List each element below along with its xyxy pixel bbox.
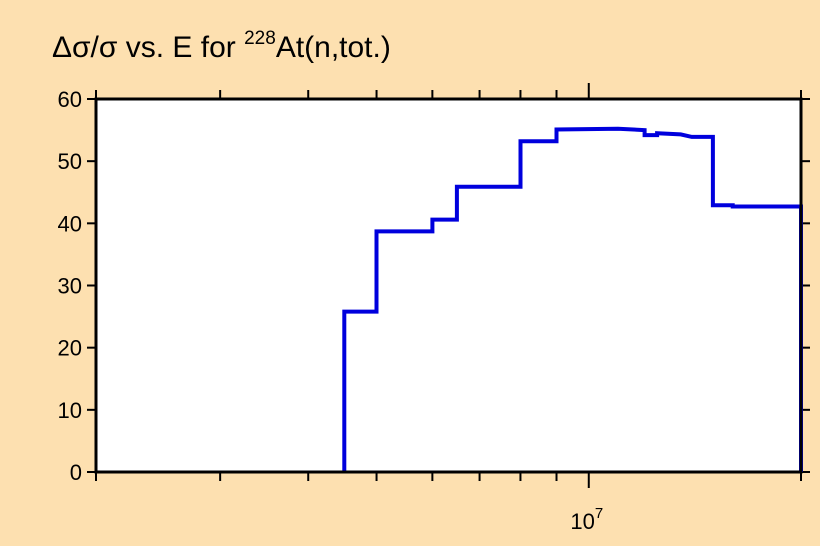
chart-title-superscript: 228 [244, 28, 276, 49]
y-tick-label: 0 [70, 460, 82, 485]
y-tick-label: 50 [58, 149, 82, 174]
y-tick-label: 20 [58, 336, 82, 361]
chart-title-prefix: Δσ/σ vs. E for [52, 31, 244, 64]
y-tick-label: 60 [58, 87, 82, 112]
series-line [342, 126, 803, 472]
x-tick-label: 107 [570, 505, 603, 534]
y-tick-label: 40 [58, 211, 82, 236]
chart-title-suffix: At(n,tot.) [276, 31, 391, 64]
y-tick-label: 10 [58, 398, 82, 423]
x-tick-label-base: 10 [570, 509, 594, 534]
plot-frame [94, 97, 803, 474]
y-tick-label: 30 [58, 274, 82, 299]
chart-title: Δσ/σ vs. E for 228At(n,tot.) [52, 28, 391, 64]
x-tick-label-exponent: 7 [595, 505, 603, 522]
plot-area [96, 99, 801, 472]
